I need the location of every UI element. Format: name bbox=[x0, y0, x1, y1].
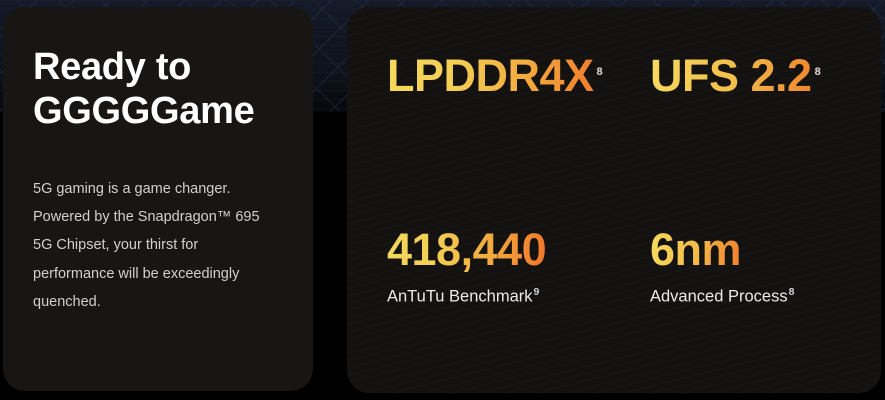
spec-value-storage-text: UFS 2.2 bbox=[650, 50, 812, 101]
spec-value-antutu-text: 418,440 bbox=[387, 224, 547, 275]
intro-body-text: 5G gaming is a game changer. Powered by … bbox=[33, 180, 260, 310]
spec-value-storage: UFS 2.2 8 bbox=[650, 53, 821, 98]
spec-value-memory-footnote: 8 bbox=[596, 66, 603, 78]
specs-grid: LPDDR4X 8 UFS 2.2 8 418,440 AnTuTu Benchma… bbox=[347, 7, 881, 393]
intro-panel: Ready to GGGGGame 5G gaming is a game ch… bbox=[3, 7, 313, 391]
spec-value-storage-footnote: 8 bbox=[814, 66, 821, 78]
headline-line-1: Ready to bbox=[33, 46, 192, 88]
headline-line-2: GGGGGame bbox=[33, 90, 255, 133]
page-title: Ready to GGGGGame bbox=[33, 45, 283, 134]
spec-value-memory: LPDDR4X 8 bbox=[387, 53, 603, 98]
spec-label-process: Advanced Process8 bbox=[650, 286, 881, 307]
spec-value-process: 6nm bbox=[650, 227, 741, 272]
intro-panel-content: Ready to GGGGGame 5G gaming is a game ch… bbox=[3, 7, 313, 316]
spec-value-antutu: 418,440 bbox=[387, 227, 546, 272]
specs-panel: LPDDR4X 8 UFS 2.2 8 418,440 AnTuTu Benchma… bbox=[347, 7, 881, 393]
spec-label-process-footnote: 8 bbox=[788, 286, 795, 298]
spec-label-process-text: Advanced Process bbox=[650, 287, 788, 306]
spec-label-antutu-footnote: 9 bbox=[533, 286, 540, 298]
spec-value-process-text: 6nm bbox=[650, 224, 742, 275]
spec-item-memory: LPDDR4X 8 bbox=[387, 53, 649, 223]
spec-item-antutu: 418,440 AnTuTu Benchmark9 bbox=[387, 223, 649, 393]
spec-item-storage: UFS 2.2 8 bbox=[649, 53, 881, 223]
spec-label-antutu-text: AnTuTu Benchmark bbox=[387, 287, 533, 306]
spec-value-memory-text: LPDDR4X bbox=[387, 50, 594, 101]
spec-item-process: 6nm Advanced Process8 bbox=[649, 223, 881, 393]
spec-label-antutu: AnTuTu Benchmark9 bbox=[387, 286, 649, 307]
